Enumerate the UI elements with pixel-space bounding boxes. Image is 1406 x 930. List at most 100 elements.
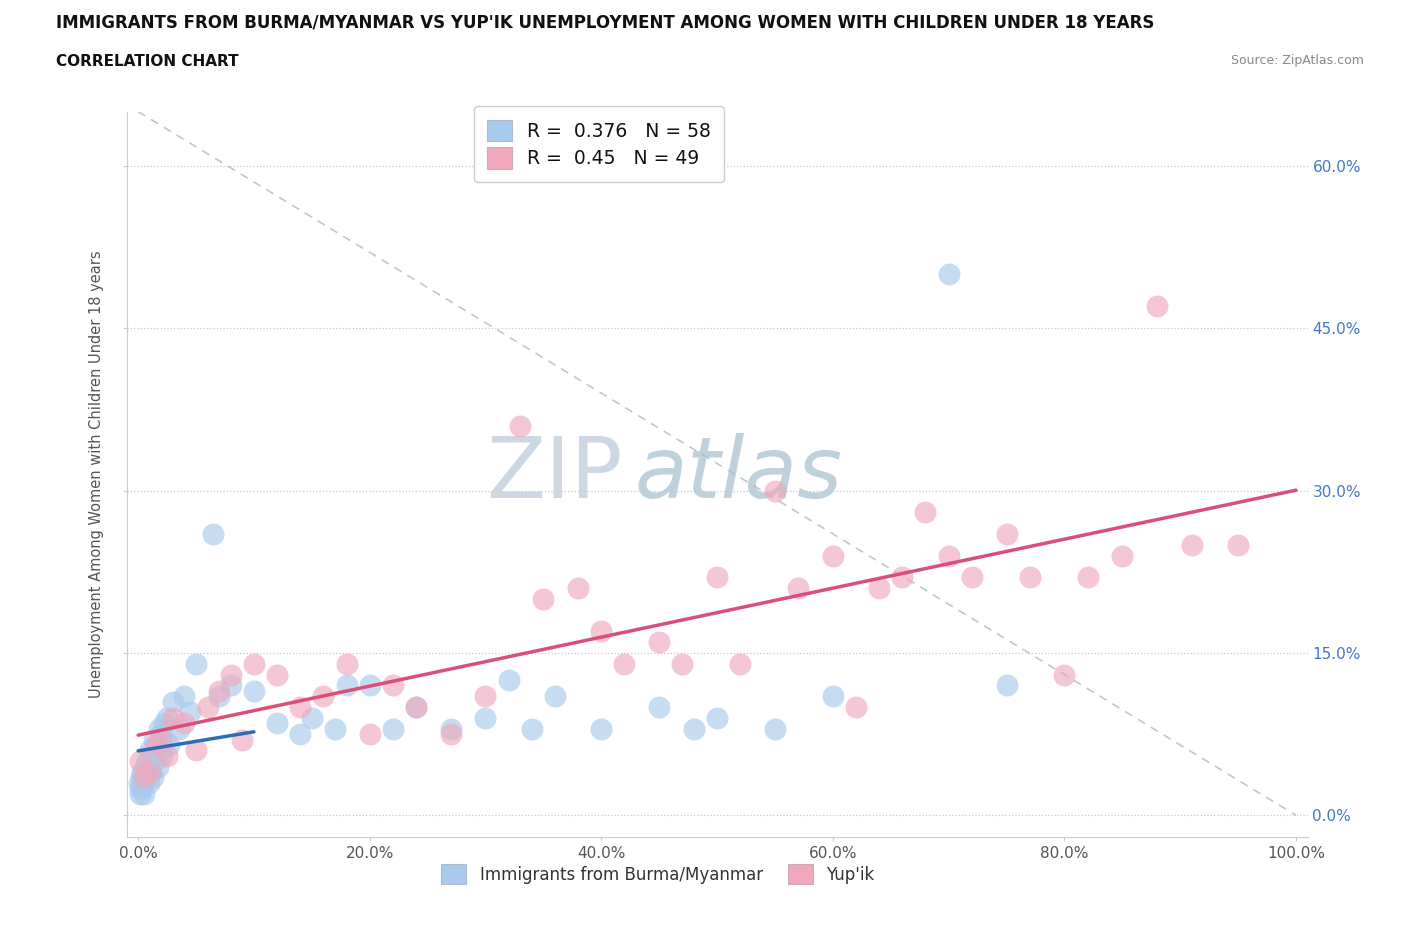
- Point: [138, 776, 160, 790]
- Point: [706, 711, 728, 725]
- Point: [208, 684, 231, 698]
- Point: [359, 678, 381, 693]
- Point: [648, 634, 671, 649]
- Point: [173, 689, 195, 704]
- Point: [132, 786, 155, 801]
- Point: [138, 743, 160, 758]
- Point: [591, 722, 613, 737]
- Text: atlas: atlas: [634, 432, 842, 516]
- Point: [544, 689, 567, 704]
- Point: [129, 754, 152, 769]
- Point: [156, 711, 179, 725]
- Point: [591, 624, 613, 639]
- Legend: Immigrants from Burma/Myanmar, Yup'ik: Immigrants from Burma/Myanmar, Yup'ik: [434, 857, 882, 890]
- Point: [136, 754, 159, 769]
- Point: [173, 716, 195, 731]
- Point: [520, 722, 543, 737]
- Point: [131, 781, 153, 796]
- Point: [1053, 667, 1076, 682]
- Point: [728, 657, 751, 671]
- Point: [1077, 570, 1099, 585]
- Point: [162, 711, 184, 725]
- Text: ZIP: ZIP: [486, 432, 623, 516]
- Text: IMMIGRANTS FROM BURMA/MYANMAR VS YUP'IK UNEMPLOYMENT AMONG WOMEN WITH CHILDREN U: IMMIGRANTS FROM BURMA/MYANMAR VS YUP'IK …: [56, 14, 1154, 32]
- Point: [763, 722, 786, 737]
- Point: [335, 657, 357, 671]
- Point: [474, 711, 496, 725]
- Point: [290, 699, 312, 714]
- Point: [868, 580, 890, 595]
- Point: [266, 716, 288, 731]
- Text: CORRELATION CHART: CORRELATION CHART: [56, 54, 239, 69]
- Point: [202, 526, 225, 541]
- Point: [179, 705, 201, 720]
- Point: [135, 770, 157, 785]
- Point: [153, 732, 176, 747]
- Point: [143, 732, 166, 747]
- Point: [1018, 570, 1040, 585]
- Y-axis label: Unemployment Among Women with Children Under 18 years: Unemployment Among Women with Children U…: [89, 250, 104, 698]
- Point: [150, 732, 173, 747]
- Point: [141, 749, 163, 764]
- Point: [131, 764, 153, 779]
- Point: [1146, 299, 1168, 314]
- Point: [706, 570, 728, 585]
- Point: [648, 699, 671, 714]
- Point: [960, 570, 983, 585]
- Point: [132, 770, 155, 785]
- Point: [531, 591, 554, 606]
- Point: [162, 694, 184, 709]
- Point: [323, 722, 346, 737]
- Point: [671, 657, 693, 671]
- Point: [405, 699, 427, 714]
- Point: [150, 726, 173, 741]
- Point: [821, 548, 844, 563]
- Point: [139, 764, 162, 779]
- Point: [938, 548, 960, 563]
- Point: [683, 722, 706, 737]
- Point: [231, 732, 253, 747]
- Point: [219, 678, 242, 693]
- Point: [243, 657, 266, 671]
- Point: [440, 726, 463, 741]
- Point: [146, 759, 169, 774]
- Point: [613, 657, 636, 671]
- Point: [128, 781, 150, 796]
- Point: [145, 737, 167, 752]
- Point: [938, 267, 960, 282]
- Point: [138, 764, 160, 779]
- Point: [474, 689, 496, 704]
- Point: [1181, 538, 1204, 552]
- Point: [152, 716, 174, 731]
- Point: [128, 776, 150, 790]
- Point: [845, 699, 868, 714]
- Point: [129, 770, 152, 785]
- Point: [149, 743, 172, 758]
- Point: [208, 689, 231, 704]
- Point: [197, 699, 219, 714]
- Point: [498, 672, 520, 687]
- Point: [219, 667, 242, 682]
- Point: [152, 749, 174, 764]
- Point: [440, 722, 463, 737]
- Point: [156, 749, 179, 764]
- Point: [157, 737, 180, 752]
- Point: [405, 699, 427, 714]
- Point: [301, 711, 323, 725]
- Point: [381, 722, 404, 737]
- Point: [167, 722, 190, 737]
- Point: [184, 657, 207, 671]
- Point: [243, 684, 266, 698]
- Point: [266, 667, 288, 682]
- Point: [134, 759, 156, 774]
- Point: [312, 689, 335, 704]
- Point: [132, 776, 155, 790]
- Point: [821, 689, 844, 704]
- Point: [995, 678, 1018, 693]
- Point: [145, 754, 167, 769]
- Point: [567, 580, 589, 595]
- Point: [145, 737, 167, 752]
- Point: [995, 526, 1018, 541]
- Point: [891, 570, 914, 585]
- Point: [381, 678, 404, 693]
